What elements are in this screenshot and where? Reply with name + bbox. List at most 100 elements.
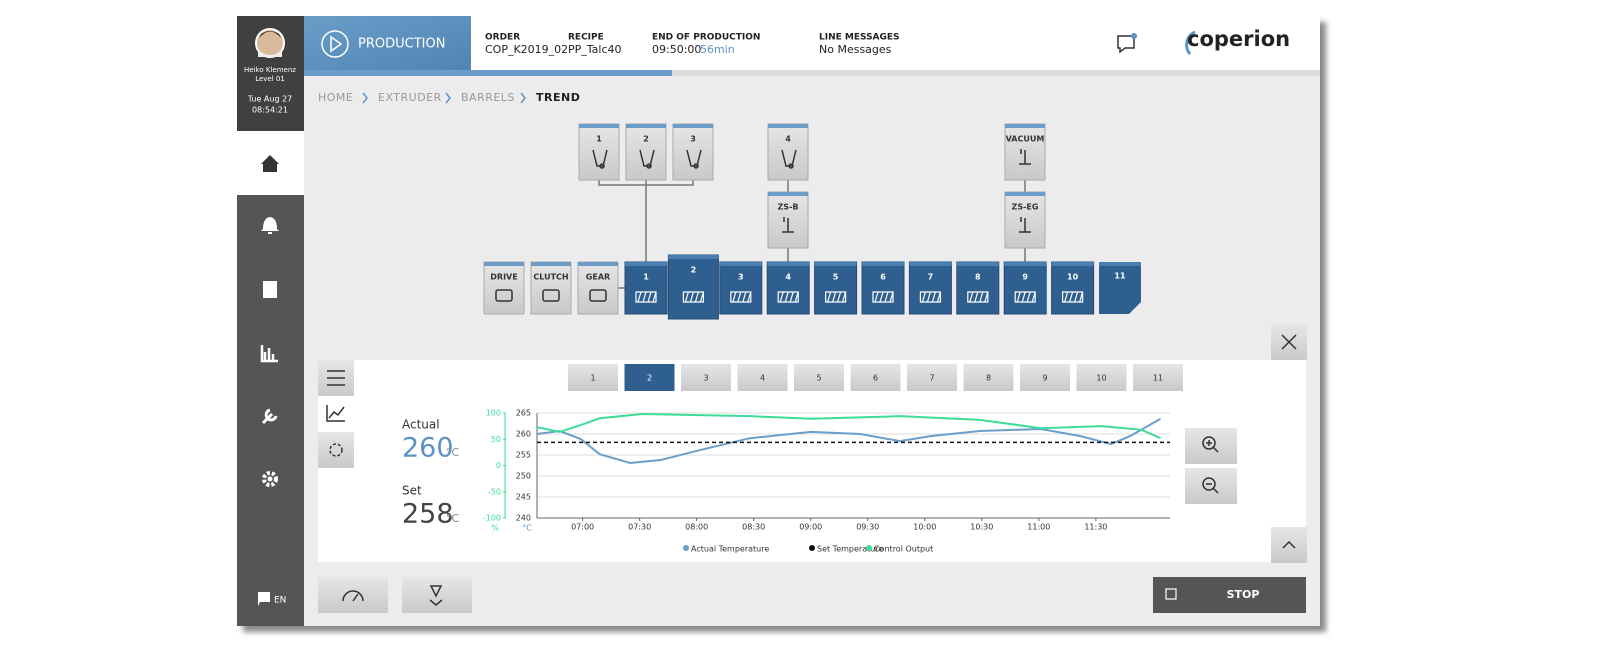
legend-swatch <box>683 545 689 551</box>
barrel-tab[interactable] <box>794 364 844 391</box>
screw-icon <box>730 291 752 303</box>
barrel[interactable] <box>624 261 668 315</box>
aux-unit-strip <box>768 192 808 196</box>
barrel[interactable] <box>956 261 1000 315</box>
barrel-strip <box>767 262 810 266</box>
barrel-tab[interactable] <box>1020 364 1070 391</box>
feeder[interactable] <box>625 123 667 181</box>
stop-checkbox[interactable] <box>1165 588 1177 600</box>
trend-icon <box>326 405 345 422</box>
barrel-tab[interactable] <box>1133 364 1183 391</box>
y2-tick-label: 0 <box>496 461 501 470</box>
barrel-tab[interactable] <box>963 364 1014 391</box>
breadcrumb-item[interactable]: HOME <box>318 91 353 104</box>
breadcrumb-item[interactable]: BARRELS <box>461 91 515 104</box>
nav-service[interactable] <box>261 408 278 425</box>
screw-icon <box>1062 291 1084 303</box>
barrel-tab[interactable] <box>737 364 788 391</box>
user-name: Heiko Klemenz <box>244 66 296 74</box>
barrel[interactable] <box>667 254 719 320</box>
close-icon <box>1281 334 1297 350</box>
end-remaining: 56min <box>700 43 735 56</box>
barrel[interactable] <box>814 261 858 315</box>
settings-hub <box>267 476 273 482</box>
barrel-tab[interactable] <box>850 364 901 391</box>
x-tick-label: 07:30 <box>628 523 651 532</box>
legend-swatch <box>809 545 815 551</box>
barrel-tab[interactable] <box>1076 364 1127 391</box>
nav-reports[interactable] <box>260 345 278 363</box>
y-tick-label: 250 <box>516 472 531 481</box>
series-line <box>536 413 1161 440</box>
barrel-strip <box>956 262 999 266</box>
nav-alarms[interactable] <box>261 217 279 234</box>
barrel-label: 11 <box>1114 272 1126 281</box>
mode-tab[interactable] <box>304 16 471 70</box>
barrel-tab[interactable] <box>681 364 731 391</box>
recipe: PP_Talc40 <box>568 43 622 56</box>
language[interactable]: EN <box>274 596 286 606</box>
language-flag[interactable] <box>258 592 270 606</box>
zoom-in-icon <box>1202 436 1216 450</box>
barrel[interactable] <box>861 261 905 315</box>
barrel-tab-label: 3 <box>703 374 708 383</box>
aux-icon <box>1019 217 1031 233</box>
gauge-icon <box>342 590 364 602</box>
barrel-strip <box>814 262 857 266</box>
barrel-tab[interactable] <box>624 364 675 391</box>
zoom-in[interactable] <box>1185 428 1237 464</box>
logo-arc <box>1185 30 1196 55</box>
screw-icon <box>872 291 894 303</box>
screw-icon <box>777 291 799 303</box>
aux-icon <box>782 217 794 233</box>
screw-icon <box>825 291 847 303</box>
barrel-tab[interactable] <box>568 364 618 391</box>
drive-icon <box>495 289 513 302</box>
aux-unit[interactable] <box>767 191 809 249</box>
barrel-tab-label: 7 <box>929 374 934 383</box>
legend-label: Control Output <box>874 545 933 554</box>
barrel[interactable] <box>719 261 763 315</box>
feeder-label: 4 <box>785 135 791 144</box>
barrel[interactable] <box>908 261 952 315</box>
barrel-tab[interactable] <box>907 364 957 391</box>
legend-label: Set Temperature <box>817 545 883 554</box>
barrel-strip <box>1004 262 1047 266</box>
barrel[interactable] <box>766 261 810 315</box>
breadcrumb-item[interactable]: EXTRUDER <box>378 91 442 104</box>
gauge-button[interactable] <box>318 577 388 613</box>
feeder[interactable] <box>672 123 714 181</box>
drive-unit-strip <box>484 262 524 266</box>
drive-unit[interactable] <box>577 261 619 315</box>
x-tick-label: 09:00 <box>799 523 822 532</box>
collapse-button[interactable] <box>1271 527 1307 563</box>
collapse-icon <box>1282 540 1296 549</box>
y-unit: °C <box>522 524 532 533</box>
x-tick-label: 11:30 <box>1084 523 1107 532</box>
progress-fill <box>304 70 672 76</box>
mode: PRODUCTION <box>358 37 445 52</box>
drive-unit[interactable] <box>483 261 525 315</box>
y-tick-label: 255 <box>516 451 531 460</box>
barrel-label: 1 <box>643 273 649 282</box>
stop-button[interactable] <box>1153 577 1306 613</box>
barrel[interactable] <box>1051 261 1095 315</box>
nav-settings[interactable] <box>262 471 278 487</box>
config-button[interactable] <box>318 432 354 468</box>
barrel-strip <box>668 255 719 259</box>
drive-unit-strip <box>578 262 618 266</box>
y2-tick-label: 50 <box>491 435 501 444</box>
zoom-in-glyph <box>1206 440 1219 453</box>
x-tick-label: 08:00 <box>685 523 708 532</box>
zoom-out-icon <box>1202 477 1216 491</box>
zoom-out[interactable] <box>1185 468 1237 504</box>
feeder[interactable] <box>767 123 809 181</box>
progress-track <box>304 70 1320 76</box>
drive-unit[interactable] <box>530 261 572 315</box>
x-tick-label: 09:30 <box>856 523 879 532</box>
nav-logbook[interactable] <box>263 281 277 298</box>
feeder-label: 3 <box>690 135 696 144</box>
barrel[interactable] <box>1099 262 1141 314</box>
feeder[interactable] <box>578 123 620 181</box>
barrel[interactable] <box>1003 261 1047 315</box>
